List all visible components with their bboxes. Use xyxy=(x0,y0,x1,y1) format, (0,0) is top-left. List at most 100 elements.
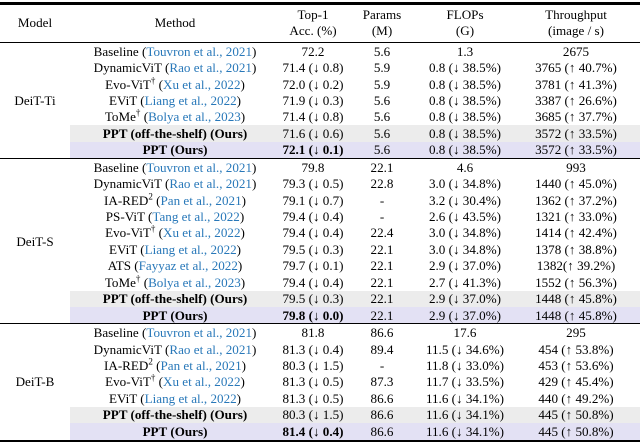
params-cell: 22.1 xyxy=(370,159,394,175)
citation-link[interactable]: Tang et al., 2022 xyxy=(152,209,240,225)
citation-link[interactable]: Touvron et al., 2021 xyxy=(146,43,252,59)
method-cell: Baseline (Touvron et al., 2021) xyxy=(93,159,257,175)
params-cell: 87.3 xyxy=(370,374,394,390)
throughput-cell: 2675 xyxy=(562,43,590,59)
throughput-cell: 1440 (↑ 45.0%) xyxy=(535,176,617,192)
citation-link[interactable]: Xu et al., 2022 xyxy=(163,225,241,241)
column-header-flops: FLOPs (G) xyxy=(418,4,512,43)
params-cell: 22.4 xyxy=(370,225,394,241)
throughput-cell: 3765 (↑ 40.7%) xyxy=(535,60,617,76)
top1-acc-cell: 71.4 (↓ 0.8) xyxy=(282,60,344,76)
throughput-cell: 1448 (↑ 45.8%) xyxy=(512,290,640,307)
method-name: PPT (off-the-shelf) (Ours) xyxy=(102,125,248,141)
method-cell: DynamicViT (Rao et al., 2021) xyxy=(93,60,257,76)
throughput-cell: 3572 (↑ 33.5%) xyxy=(512,125,640,142)
method-cell: EViT (Liang et al., 2022) xyxy=(108,241,242,257)
top1-acc-cell: 79.5 (↓ 0.3) xyxy=(280,290,346,307)
citation-link[interactable]: Xu et al., 2022 xyxy=(163,374,241,390)
method-name: Evo-ViT xyxy=(105,76,151,92)
citation-link[interactable]: Rao et al., 2021 xyxy=(169,60,252,76)
throughput-cell: 1378 (↑ 38.8%) xyxy=(535,241,617,257)
table-row: Evo-ViT† (Xu et al., 2022) 72.0 (↓ 0.2) 5.… xyxy=(0,76,640,92)
params-cell: 5.6 xyxy=(373,109,391,125)
citation-link[interactable]: Xu et al., 2022 xyxy=(163,76,241,92)
flops-cell: 3.0 (↓ 34.8%) xyxy=(428,225,501,241)
params-cell: 5.9 xyxy=(373,76,391,92)
method-name: IA-RED xyxy=(104,357,149,373)
table-row: Evo-ViT† (Xu et al., 2022) 81.3 (↓ 0.5) 87… xyxy=(0,374,640,390)
table-row: EViT (Liang et al., 2022) 81.3 (↓ 0.5) 86.… xyxy=(0,390,640,406)
table-row: DeiT-Ti Baseline (Touvron et al., 2021) 72… xyxy=(0,42,640,159)
method-cell: Evo-ViT† (Xu et al., 2022) xyxy=(105,373,245,390)
table-row: DynamicViT (Rao et al., 2021) 71.4 (↓ 0.8… xyxy=(0,59,640,75)
flops-cell: 2.9 (↓ 37.0%) xyxy=(428,258,501,274)
citation-link[interactable]: Liang et al., 2022 xyxy=(144,241,237,257)
model-label: DeiT-S xyxy=(0,158,70,324)
params-cell: 89.4 xyxy=(370,341,394,357)
top1-acc-cell: 79.7 (↓ 0.1) xyxy=(282,258,344,274)
flops-cell: 0.8 (↓ 38.5%) xyxy=(428,76,501,92)
table-row: DeiT-B Baseline (Touvron et al., 2021) 81.… xyxy=(0,323,640,441)
throughput-cell: 3387 (↑ 26.6%) xyxy=(535,92,617,108)
top1-acc-cell: 81.3 (↓ 0.4) xyxy=(282,341,344,357)
citation-link[interactable]: Rao et al., 2021 xyxy=(169,176,252,192)
method-name: Baseline xyxy=(93,43,139,59)
params-cell: - xyxy=(379,192,385,208)
flops-cell: 11.5 (↓ 34.6%) xyxy=(425,341,505,357)
top1-acc-cell: 72.1 (↓ 0.1) xyxy=(280,141,346,159)
method-name: ToMe xyxy=(104,274,136,290)
citation-link[interactable]: Liang et al., 2022 xyxy=(144,92,237,108)
table-header: Model Method Top-1 Acc. (%) Params (M) FLOPs (G… xyxy=(0,4,640,43)
throughput-cell: 3572 (↑ 33.5%) xyxy=(512,141,640,159)
flops-cell: 2.9 (↓ 37.0%) xyxy=(418,307,512,324)
citation-link[interactable]: Liang et al., 2022 xyxy=(144,390,237,406)
citation-link[interactable]: Touvron et al., 2021 xyxy=(146,325,252,341)
method-superscript: † xyxy=(150,373,156,384)
method-superscript: † xyxy=(150,75,156,86)
method-cell: PPT (Ours) xyxy=(70,307,280,324)
column-header-throughput: Throughput (image / s) xyxy=(512,4,640,43)
method-cell: Baseline (Touvron et al., 2021) xyxy=(93,43,257,59)
throughput-cell: 3781 (↑ 41.3%) xyxy=(535,76,617,92)
citation-link[interactable]: Rao et al., 2021 xyxy=(169,341,252,357)
column-header-line1: Model xyxy=(17,15,53,31)
top1-acc-cell: 72.2 xyxy=(301,43,325,59)
top1-acc-cell: 79.3 (↓ 0.5) xyxy=(282,176,344,192)
flops-cell: 3.0 (↓ 34.8%) xyxy=(428,241,501,257)
citation-link[interactable]: Bolya et al., 2023 xyxy=(148,274,241,290)
citation-link[interactable]: Bolya et al., 2023 xyxy=(148,109,241,125)
params-cell: 5.6 xyxy=(373,43,391,59)
table-row: DynamicViT (Rao et al., 2021) 81.3 (↓ 0.4… xyxy=(0,341,640,357)
method-cell: Baseline (Touvron et al., 2021) xyxy=(93,325,257,341)
method-cell: DynamicViT (Rao et al., 2021) xyxy=(93,176,257,192)
table-row: PPT (off-the-shelf) (Ours) 80.3 (↓ 1.5) 86… xyxy=(0,406,640,424)
top1-acc-cell: 81.3 (↓ 0.5) xyxy=(282,390,344,406)
top1-acc-cell: 79.4 (↓ 0.4) xyxy=(282,274,344,290)
method-cell: PPT (off-the-shelf) (Ours) xyxy=(70,125,280,142)
top1-acc-cell: 81.8 xyxy=(301,325,325,341)
params-cell: 86.6 xyxy=(370,325,394,341)
method-cell: PPT (off-the-shelf) (Ours) xyxy=(70,406,280,424)
citation-link[interactable]: Pan et al., 2021 xyxy=(160,192,242,208)
column-header-line2: (image / s) xyxy=(548,23,604,38)
method-cell: Evo-ViT† (Xu et al., 2022) xyxy=(105,75,245,92)
top1-acc-cell: 71.6 (↓ 0.6) xyxy=(280,125,346,142)
method-cell: PPT (off-the-shelf) (Ours) xyxy=(70,290,280,307)
citation-link[interactable]: Fayyaz et al., 2022 xyxy=(138,258,238,274)
method-superscript: 2 xyxy=(148,357,153,367)
table-row: PPT (off-the-shelf) (Ours) 79.5 (↓ 0.3) 22… xyxy=(0,290,640,307)
throughput-cell: 1448 (↑ 45.8%) xyxy=(512,307,640,324)
throughput-cell: 445 (↑ 50.8%) xyxy=(512,406,640,424)
flops-cell: 3.0 (↓ 34.8%) xyxy=(428,176,501,192)
flops-cell: 0.8 (↓ 38.5%) xyxy=(428,92,501,108)
flops-cell: 0.8 (↓ 38.5%) xyxy=(428,109,501,125)
params-cell: 86.6 xyxy=(346,406,418,424)
citation-link[interactable]: Touvron et al., 2021 xyxy=(146,159,252,175)
throughput-cell: 1382(↑ 39.2%) xyxy=(536,258,616,274)
table-row: DynamicViT (Rao et al., 2021) 79.3 (↓ 0.5… xyxy=(0,176,640,192)
params-cell: 22.1 xyxy=(370,258,394,274)
column-header-line2: Acc. (%) xyxy=(289,23,337,38)
method-cell: ToMe† (Bolya et al., 2023) xyxy=(104,108,246,125)
citation-link[interactable]: Pan et al., 2021 xyxy=(160,357,242,373)
